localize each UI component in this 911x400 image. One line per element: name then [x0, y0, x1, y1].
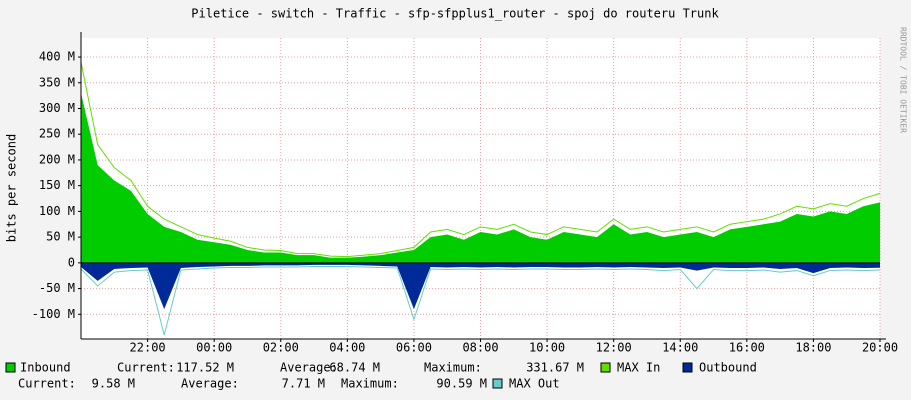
- stat-value: 9.58 M: [92, 377, 135, 391]
- y-tick-label: 250 M: [39, 127, 75, 141]
- y-tick-label: 0: [68, 255, 75, 269]
- stat-label: Current:: [117, 361, 175, 375]
- watermark: RRDTOOL / TOBI OETIKER: [899, 27, 908, 133]
- stat-label: Maximum:: [424, 361, 482, 375]
- legend-swatch: [682, 362, 693, 373]
- legend-label: Outbound: [699, 361, 757, 375]
- y-tick-label: 400 M: [39, 50, 75, 64]
- legend-swatch: [492, 378, 503, 389]
- y-axis-label: bits per second: [5, 134, 19, 242]
- chart-title: Piletice - switch - Traffic - sfp-sfpplu…: [191, 7, 719, 21]
- y-tick-label: 100 M: [39, 204, 75, 218]
- legend: Inbound Current: 117.52 M Average: 68.74…: [5, 361, 757, 391]
- x-tick-label: 22:00: [130, 341, 166, 355]
- y-tick-label: 350 M: [39, 75, 75, 89]
- y-tick-label: 200 M: [39, 152, 75, 166]
- x-tick-label: 10:00: [529, 341, 565, 355]
- area: [81, 262, 880, 310]
- x-tick-label: 04:00: [329, 341, 365, 355]
- x-tick-label: 00:00: [196, 341, 232, 355]
- stat-label: Average:: [181, 377, 239, 391]
- y-tick-label: -100 M: [32, 307, 75, 321]
- x-tick-label: 16:00: [729, 341, 765, 355]
- x-tick-label: 18:00: [795, 341, 831, 355]
- line: [80, 62, 881, 258]
- legend-label: MAX In: [617, 361, 660, 375]
- stat-value: 68.74 M: [329, 361, 380, 375]
- legend-label: MAX Out: [509, 377, 560, 391]
- stat-value: 331.67 M: [526, 361, 584, 375]
- legend-label: Inbound: [20, 361, 71, 375]
- stat-label: Maximum:: [341, 377, 399, 391]
- y-tick-label: 300 M: [39, 101, 75, 115]
- x-tick-label: 12:00: [596, 341, 632, 355]
- area: [81, 93, 880, 263]
- x-tick-label: 14:00: [662, 341, 698, 355]
- y-tick-label: 50 M: [46, 230, 75, 244]
- stat-value: 90.59 M: [436, 377, 487, 391]
- stat-label: Average:: [280, 361, 338, 375]
- x-tick-label: 20:00: [862, 341, 898, 355]
- y-tick-label: 150 M: [39, 178, 75, 192]
- legend-swatch: [5, 362, 16, 373]
- line: [80, 265, 881, 336]
- stat-value: 117.52 M: [176, 361, 234, 375]
- y-tick-label: -50 M: [39, 281, 75, 295]
- stat-label: Current:: [18, 377, 76, 391]
- x-tick-label: 02:00: [263, 341, 299, 355]
- x-tick-label: 08:00: [462, 341, 498, 355]
- legend-swatch: [600, 362, 611, 373]
- stat-value: 7.71 M: [282, 377, 325, 391]
- x-tick-label: 06:00: [396, 341, 432, 355]
